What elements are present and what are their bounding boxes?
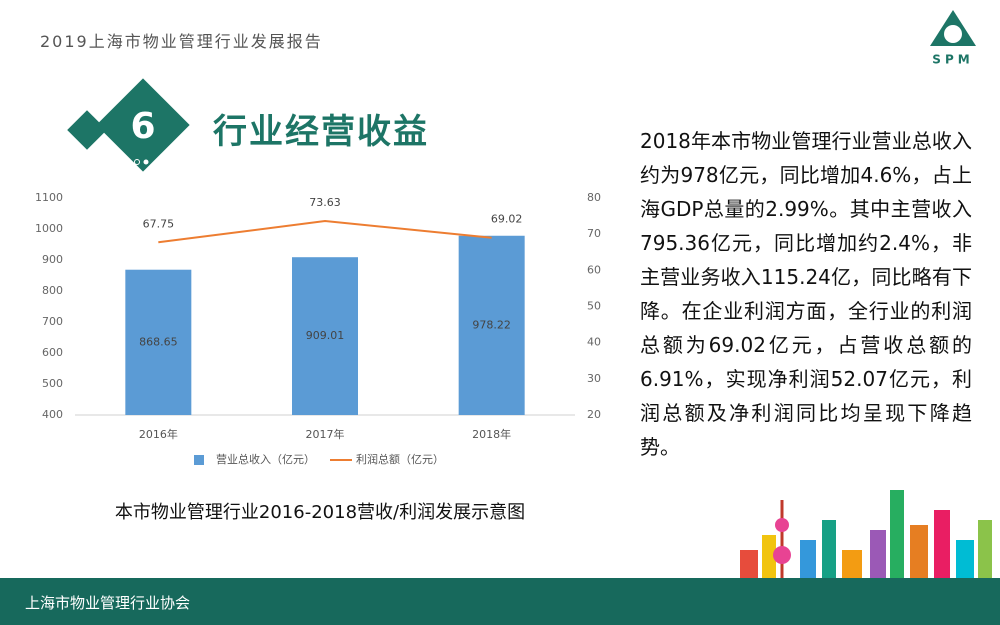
y2-tick-label: 40: [587, 336, 601, 349]
y-tick-label: 1100: [35, 191, 63, 204]
bar: [125, 269, 192, 415]
chart: 400 500 600 700 800 900 1000 1100 20 30 40 50 60 70 80…: [35, 191, 601, 466]
bar: [292, 257, 358, 415]
section-title: 行业经营收益: [213, 112, 429, 152]
logo: SPM: [930, 10, 976, 67]
bar-value-label: 978.22: [472, 318, 511, 331]
y-tick-label: 700: [42, 315, 63, 328]
bar-value-label: 868.65: [139, 335, 178, 348]
section-badge: 6: [67, 78, 190, 172]
x-tick-label: 2018年: [472, 427, 511, 441]
line-value-label: 73.63: [309, 196, 341, 209]
body-text: 2018年本市物业管理行业营业总收入约为978亿元，同比增加4.6%，占上海GD…: [640, 129, 972, 459]
y2-tick-label: 20: [587, 408, 601, 421]
footer-text: 上海市物业管理行业协会: [25, 594, 191, 612]
legend-swatch: [194, 455, 204, 465]
y-tick-label: 600: [42, 346, 63, 359]
chart-caption: 本市物业管理行业2016-2018营收/利润发展示意图: [114, 502, 526, 523]
bar-value-label: 909.01: [306, 329, 345, 342]
y-tick-label: 1000: [35, 222, 63, 235]
y-tick-label: 900: [42, 253, 63, 266]
y-tick-label: 800: [42, 284, 63, 297]
y2-tick-label: 70: [587, 227, 601, 240]
y2-tick-label: 60: [587, 263, 601, 276]
y2-tick-label: 50: [587, 300, 601, 313]
y2-tick-label: 80: [587, 191, 601, 204]
line-value-label: 69.02: [491, 213, 523, 226]
bar: [458, 235, 525, 415]
header-title: 2019上海市物业管理行业发展报告: [40, 32, 323, 51]
y-tick-label: 400: [42, 408, 63, 421]
y2-tick-label: 30: [587, 372, 601, 385]
line: [158, 220, 492, 244]
line-value-label: 67.75: [143, 217, 175, 230]
section-number: 6: [130, 106, 155, 147]
logo-text: SPM: [932, 53, 973, 67]
x-tick-label: 2017年: [306, 427, 345, 441]
skyline: [740, 490, 992, 580]
footer: 上海市物业管理行业协会: [0, 578, 1000, 625]
legend-label: 利润总额（亿元）: [356, 452, 444, 466]
legend-label: 营业总收入（亿元）: [216, 452, 315, 466]
y-tick-label: 500: [42, 377, 63, 390]
x-tick-label: 2016年: [139, 427, 178, 441]
